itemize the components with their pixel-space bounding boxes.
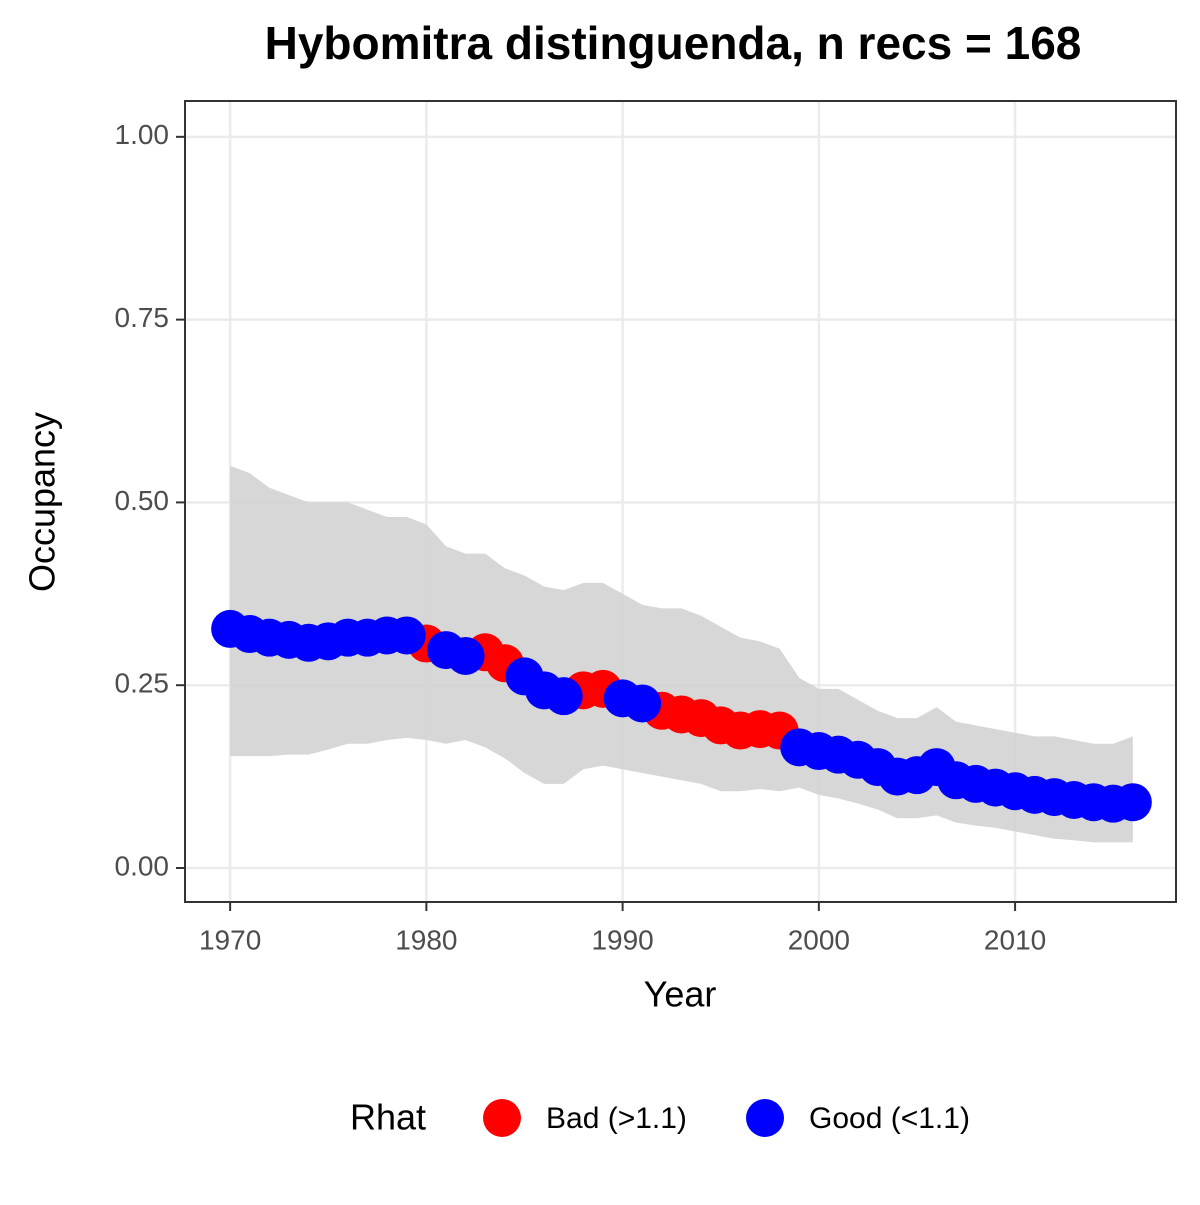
data-point	[544, 677, 583, 716]
data-point	[1113, 783, 1152, 822]
y-tick-label: 0.75	[115, 302, 170, 333]
x-tick-label: 1980	[395, 924, 457, 955]
x-tick-label: 2010	[984, 924, 1046, 955]
x-axis-title: Year	[644, 974, 717, 1015]
legend-title: Rhat	[350, 1097, 426, 1138]
legend-swatch	[746, 1099, 784, 1137]
y-tick-label: 0.00	[115, 850, 170, 881]
data-point	[446, 636, 485, 675]
legend-swatch	[483, 1099, 521, 1137]
y-tick-label: 0.50	[115, 485, 170, 516]
y-axis-title: Occupancy	[22, 412, 63, 592]
x-tick-label: 1970	[199, 924, 261, 955]
y-tick-label: 0.25	[115, 668, 170, 699]
x-tick-label: 1990	[591, 924, 653, 955]
confidence-ribbon	[230, 465, 1133, 843]
x-tick-label: 2000	[788, 924, 850, 955]
legend-label: Good (<1.1)	[809, 1102, 970, 1135]
data-point	[387, 616, 426, 655]
y-tick-label: 1.00	[115, 119, 170, 150]
legend-label: Bad (>1.1)	[546, 1102, 687, 1135]
chart-title: Hybomitra distinguenda, n recs = 168	[265, 17, 1082, 69]
data-point	[623, 684, 662, 723]
